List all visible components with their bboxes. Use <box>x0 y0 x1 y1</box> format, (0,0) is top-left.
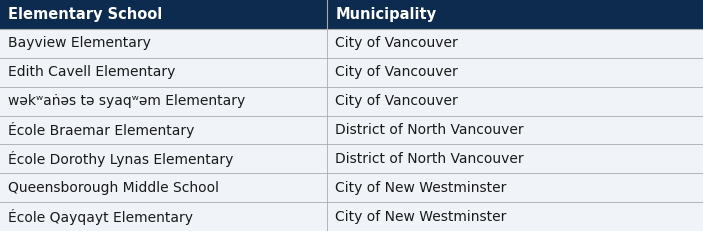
Text: City of Vancouver: City of Vancouver <box>335 36 458 50</box>
Text: City of Vancouver: City of Vancouver <box>335 65 458 79</box>
Text: École Braemar Elementary: École Braemar Elementary <box>8 122 195 138</box>
Bar <box>0 58 703 87</box>
Bar <box>0 202 703 231</box>
Text: Elementary School: Elementary School <box>8 7 162 22</box>
Bar <box>0 116 703 144</box>
Bar <box>0 144 703 173</box>
Bar <box>0 29 703 58</box>
Bar <box>0 87 703 116</box>
Bar <box>0 173 703 202</box>
Text: District of North Vancouver: District of North Vancouver <box>335 123 524 137</box>
Text: École Dorothy Lynas Elementary: École Dorothy Lynas Elementary <box>8 151 234 167</box>
Text: Bayview Elementary: Bayview Elementary <box>8 36 151 50</box>
Text: wəkʷaṅəs tə syaqʷəm Elementary: wəkʷaṅəs tə syaqʷəm Elementary <box>8 94 245 108</box>
Text: City of Vancouver: City of Vancouver <box>335 94 458 108</box>
Text: City of New Westminster: City of New Westminster <box>335 181 507 195</box>
Text: Queensborough Middle School: Queensborough Middle School <box>8 181 219 195</box>
Text: Municipality: Municipality <box>335 7 437 22</box>
Text: City of New Westminster: City of New Westminster <box>335 210 507 224</box>
Text: District of North Vancouver: District of North Vancouver <box>335 152 524 166</box>
Text: École Qayqayt Elementary: École Qayqayt Elementary <box>8 209 193 225</box>
Bar <box>0 0 703 29</box>
Text: Edith Cavell Elementary: Edith Cavell Elementary <box>8 65 176 79</box>
